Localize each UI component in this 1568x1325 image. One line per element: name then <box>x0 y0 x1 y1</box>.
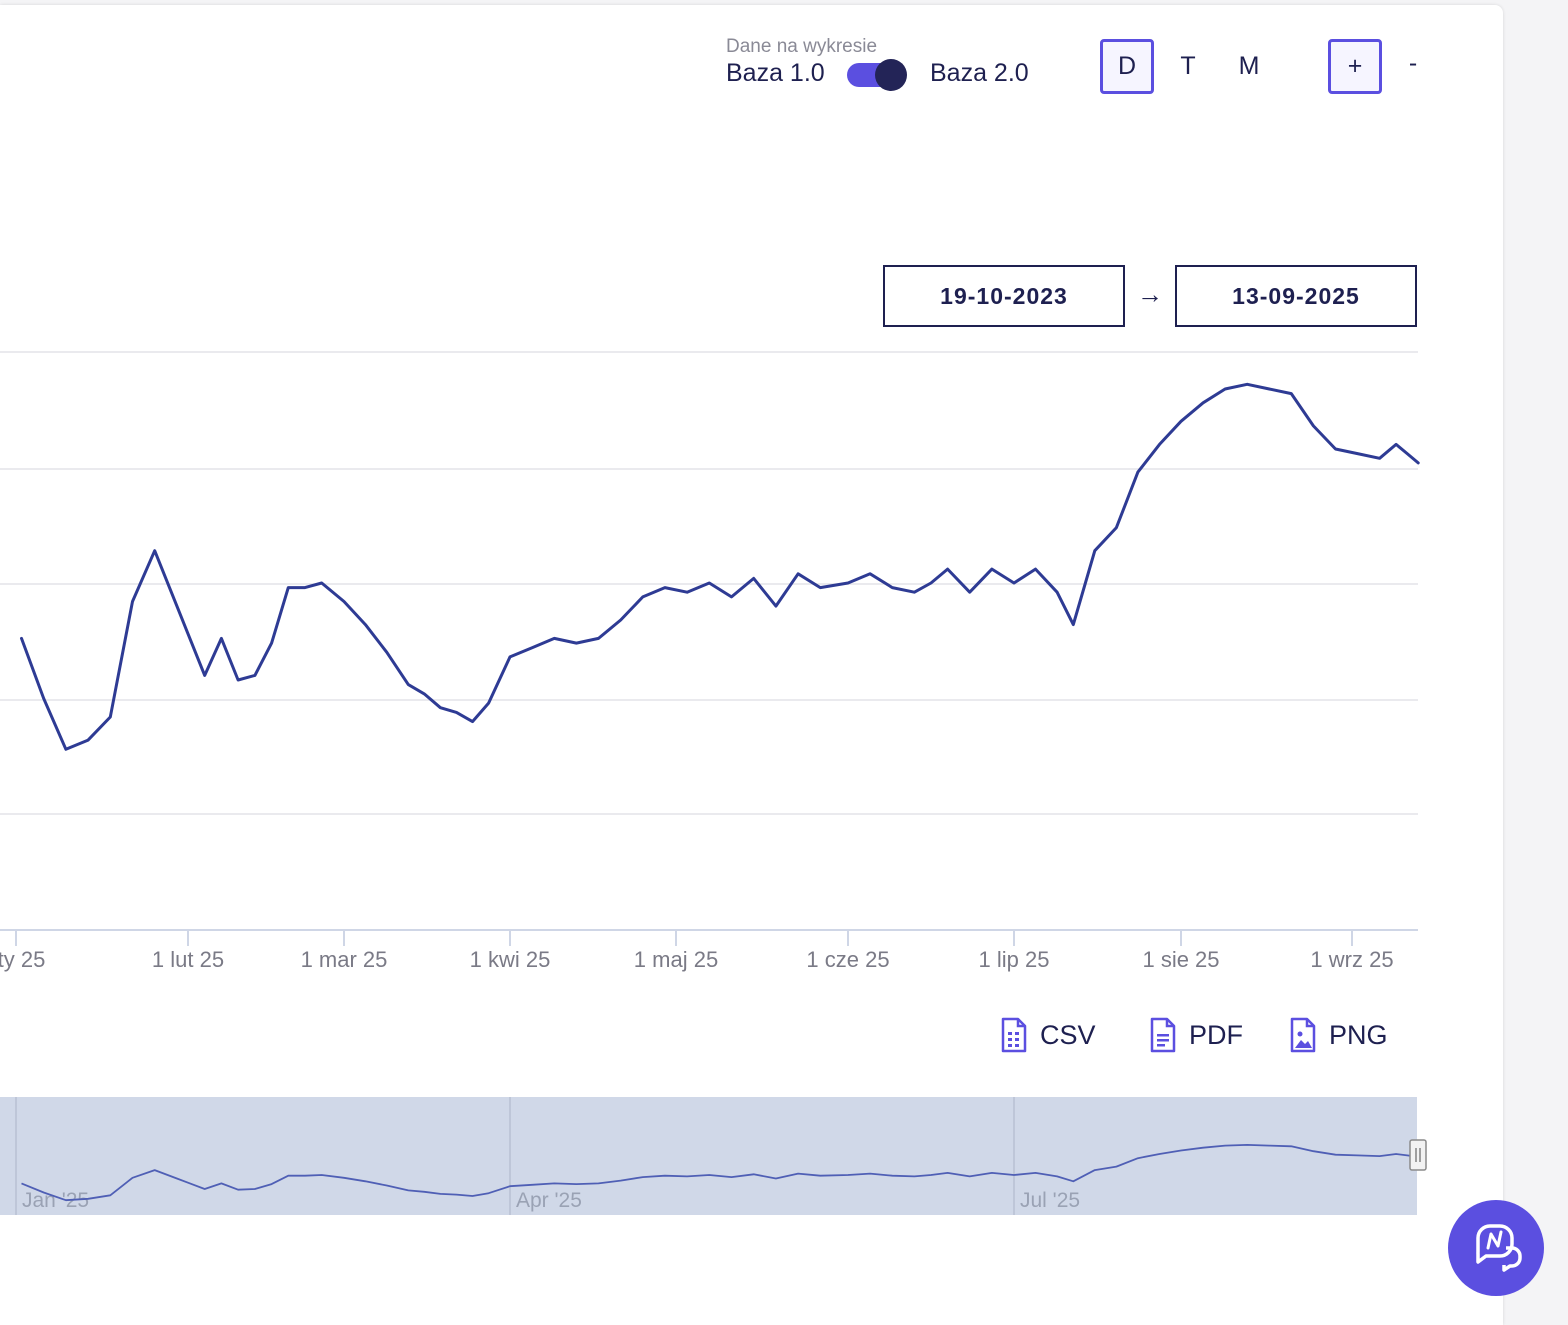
baza-2-label[interactable]: Baza 2.0 <box>930 59 1029 87</box>
export-png-label: PNG <box>1329 1019 1388 1050</box>
x-tick-label: 1 kwi 25 <box>470 947 551 972</box>
chat-button[interactable] <box>1448 1200 1544 1296</box>
date-from-field[interactable]: 19-10-2023 <box>883 265 1125 327</box>
x-tick-label: 1 mar 25 <box>301 947 388 972</box>
series-line <box>20 382 1420 751</box>
date-to-field[interactable]: 13-09-2025 <box>1175 265 1417 327</box>
zoom-in-button[interactable]: + <box>1328 39 1382 94</box>
export-png-button[interactable]: PNG <box>1289 1013 1388 1057</box>
png-image-icon <box>1290 1017 1316 1053</box>
navigator-series-line <box>21 1144 1419 1202</box>
switch-knob <box>875 59 907 91</box>
export-csv-label: CSV <box>1040 1019 1096 1050</box>
pdf-file-icon <box>1150 1017 1176 1053</box>
chat-bubbles-icon <box>1476 1224 1522 1272</box>
data-source-caption: Dane na wykresie <box>726 36 878 57</box>
x-tick-label: 1 cze 25 <box>806 947 889 972</box>
date-range-arrow: → <box>1137 279 1163 309</box>
period-button-month[interactable]: M <box>1238 52 1260 80</box>
navigator-tick-label: Jul '25 <box>1020 1189 1080 1212</box>
x-tick-label: sty 25 <box>0 947 45 972</box>
x-tick-label: 1 sie 25 <box>1142 947 1219 972</box>
period-button-day[interactable]: D <box>1100 39 1154 94</box>
export-csv-button[interactable]: CSV <box>1000 1013 1096 1057</box>
data-source-switch[interactable] <box>847 59 907 91</box>
x-tick-label: 1 lip 25 <box>979 947 1050 972</box>
csv-file-icon <box>1001 1017 1027 1053</box>
navigator-tick-label: Apr '25 <box>516 1189 582 1212</box>
export-pdf-label: PDF <box>1189 1019 1243 1050</box>
zoom-out-button[interactable]: - <box>1408 49 1418 77</box>
period-button-week[interactable]: T <box>1180 52 1196 80</box>
navigator-tick-label: Jan '25 <box>22 1189 89 1212</box>
export-pdf-button[interactable]: PDF <box>1149 1013 1243 1057</box>
baza-1-label[interactable]: Baza 1.0 <box>726 59 825 87</box>
x-tick-label: 1 lut 25 <box>152 947 224 972</box>
navigator-selection[interactable] <box>0 1097 1417 1215</box>
x-tick-label: 1 maj 25 <box>634 947 718 972</box>
x-tick-label: 1 wrz 25 <box>1310 947 1393 972</box>
navigator-handle-right[interactable] <box>1409 1139 1427 1171</box>
